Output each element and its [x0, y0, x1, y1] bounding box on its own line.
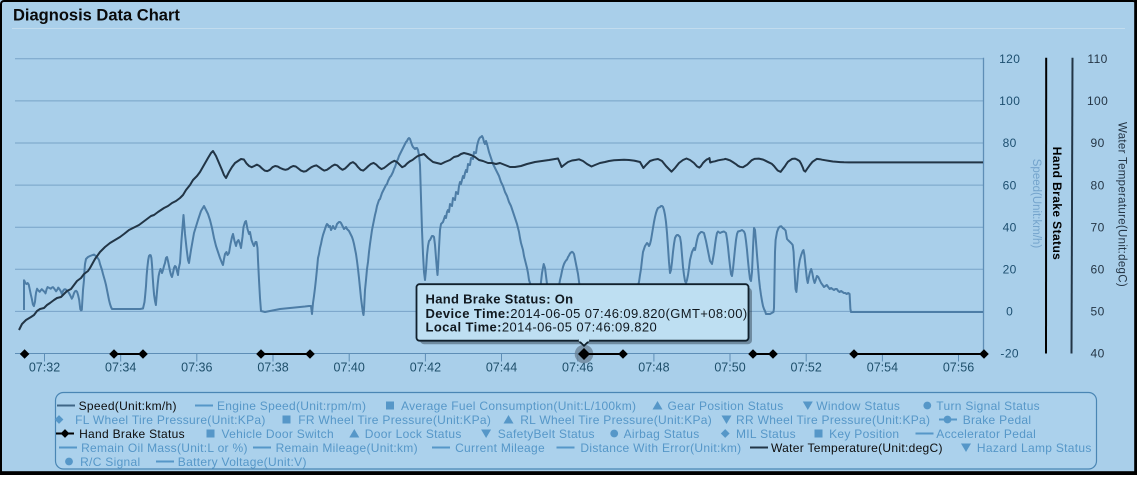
svg-text:07:32: 07:32 [29, 361, 60, 375]
svg-text:Battery Voltage(Unit:V): Battery Voltage(Unit:V) [178, 455, 307, 469]
svg-text:Airbag Status: Airbag Status [624, 427, 700, 441]
svg-text:Diagnosis Data Chart: Diagnosis Data Chart [13, 7, 180, 25]
svg-text:Remain Oil Mass(Unit:L or %): Remain Oil Mass(Unit:L or %) [81, 441, 248, 455]
svg-text:100: 100 [999, 94, 1020, 108]
svg-text:RL Wheel Tire Pressure(Unit:KP: RL Wheel Tire Pressure(Unit:KPa) [520, 413, 712, 427]
svg-text:FR Wheel Tire Pressure(Unit:KP: FR Wheel Tire Pressure(Unit:KPa) [298, 413, 491, 427]
svg-text:Hand Brake Status: Hand Brake Status [79, 427, 185, 441]
svg-text:Water Temperature(Unit:degC): Water Temperature(Unit:degC) [771, 441, 943, 455]
svg-text:07:56: 07:56 [943, 361, 974, 375]
svg-text:07:36: 07:36 [181, 361, 212, 375]
svg-text:FL Wheel Tire Pressure(Unit:KP: FL Wheel Tire Pressure(Unit:KPa) [75, 413, 266, 427]
svg-text:50: 50 [1091, 305, 1105, 319]
svg-text:Hazard Lamp Status: Hazard Lamp Status [977, 441, 1092, 455]
svg-text:80: 80 [1091, 178, 1105, 192]
svg-text:Door Lock Status: Door Lock Status [365, 427, 462, 441]
svg-text:-20: -20 [1000, 347, 1019, 361]
svg-text:07:44: 07:44 [486, 361, 517, 375]
svg-text:07:40: 07:40 [334, 361, 365, 375]
svg-text:0: 0 [1006, 305, 1013, 319]
svg-text:Hand Brake Status: Hand Brake Status [1050, 147, 1064, 261]
svg-text:07:46: 07:46 [562, 361, 593, 375]
svg-text:90: 90 [1091, 136, 1105, 150]
svg-text:Local Time:2014-06-05 07:46:09: Local Time:2014-06-05 07:46:09.820 [426, 319, 658, 334]
svg-text:40: 40 [1003, 220, 1017, 234]
svg-text:07:42: 07:42 [410, 361, 441, 375]
svg-text:20: 20 [1003, 263, 1017, 277]
svg-text:40: 40 [1091, 347, 1105, 361]
svg-text:Window Status: Window Status [816, 399, 900, 413]
svg-text:Average Fuel Consumption(Unit:: Average Fuel Consumption(Unit:L/100km) [401, 399, 636, 413]
svg-text:Water Temperature(Unit:degC): Water Temperature(Unit:degC) [1116, 122, 1128, 287]
svg-text:60: 60 [1091, 263, 1105, 277]
svg-text:110: 110 [1087, 52, 1107, 66]
svg-text:Accelerator Pedal: Accelerator Pedal [936, 427, 1036, 441]
svg-text:R/C Signal: R/C Signal [80, 455, 140, 469]
svg-text:100: 100 [1087, 94, 1108, 108]
svg-text:Speed(Unit:km/h): Speed(Unit:km/h) [79, 399, 177, 413]
svg-text:Gear Position Status: Gear Position Status [668, 399, 784, 413]
svg-text:80: 80 [1003, 136, 1017, 150]
svg-text:Engine Speed(Unit:rpm/m): Engine Speed(Unit:rpm/m) [217, 399, 366, 413]
svg-text:07:54: 07:54 [867, 361, 898, 375]
svg-text:Brake Pedal: Brake Pedal [963, 413, 1032, 427]
svg-text:SafetyBelt Status: SafetyBelt Status [498, 427, 595, 441]
svg-text:120: 120 [999, 52, 1020, 66]
svg-text:Key Position: Key Position [829, 427, 899, 441]
svg-text:Turn Signal Status: Turn Signal Status [936, 399, 1040, 413]
svg-text:07:34: 07:34 [105, 361, 136, 375]
svg-text:Current Mileage: Current Mileage [455, 441, 545, 455]
svg-text:07:50: 07:50 [714, 361, 745, 375]
svg-text:Vehicle Door Switch: Vehicle Door Switch [222, 427, 334, 441]
svg-text:70: 70 [1091, 220, 1105, 234]
svg-text:Distance With Error(Unit:km): Distance With Error(Unit:km) [580, 441, 741, 455]
svg-text:Remain Mileage(Unit:km): Remain Mileage(Unit:km) [276, 441, 418, 455]
svg-text:Hand Brake Status: On: Hand Brake Status: On [426, 292, 574, 307]
svg-text:MIL Status: MIL Status [736, 427, 796, 441]
svg-text:RR Wheel Tire Pressure(Unit:KP: RR Wheel Tire Pressure(Unit:KPa) [736, 413, 930, 427]
svg-text:07:52: 07:52 [791, 361, 822, 375]
svg-text:07:48: 07:48 [638, 361, 669, 375]
svg-text:Speed(Unit:km/h): Speed(Unit:km/h) [1030, 159, 1042, 249]
svg-text:07:38: 07:38 [257, 361, 288, 375]
svg-text:60: 60 [1003, 178, 1017, 192]
